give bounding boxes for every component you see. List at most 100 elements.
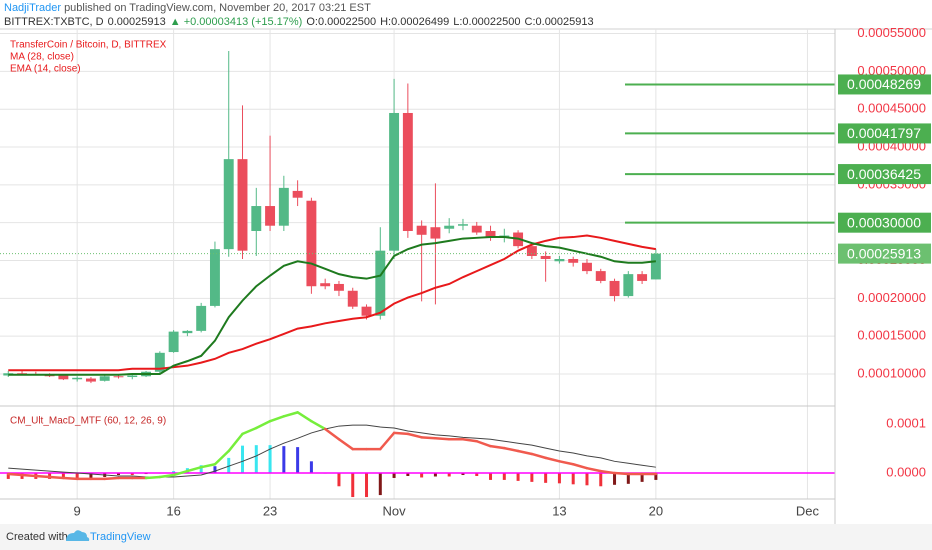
macd-segment (516, 449, 534, 456)
macd-segment (475, 439, 492, 448)
candle-body (361, 306, 372, 316)
candle-body (595, 271, 606, 281)
candle-body (609, 280, 620, 297)
candle-body (99, 376, 110, 381)
histogram-bar (75, 473, 79, 479)
candle-body (127, 375, 138, 378)
candle-body (72, 377, 83, 380)
candle-body (154, 352, 165, 372)
histogram-bar (296, 447, 300, 474)
x-tick-label: 20 (649, 503, 663, 518)
macd-segment (434, 437, 451, 441)
symbol-line: BITTREX:TXBTC, D 0.00025913 ▲ +0.00003413 … (4, 16, 594, 28)
histogram-bar (227, 457, 231, 474)
x-tick-label: 16 (166, 503, 180, 518)
legend-entry: MA (28, close) (10, 52, 74, 63)
histogram-bar (447, 473, 451, 477)
macd-segment (213, 449, 230, 466)
histogram-bar (640, 473, 644, 482)
y-tick-label: 0.00050000 (857, 63, 926, 78)
macd-segment (144, 475, 162, 480)
candle-body (251, 206, 262, 232)
macd-segment (310, 419, 327, 431)
candle-body (430, 227, 441, 239)
macd-segment (62, 476, 79, 481)
candle-body (402, 112, 413, 232)
histogram-bar (172, 471, 176, 474)
candle-body (334, 283, 344, 291)
macd-segment (337, 438, 354, 451)
histogram-bar (599, 473, 603, 487)
candle-body (113, 376, 124, 378)
histogram-bar (351, 473, 355, 498)
macd-segment (199, 462, 217, 469)
y-tick-label: 0.00045000 (857, 101, 926, 116)
x-tick-label: Dec (796, 503, 820, 518)
candle-body (485, 231, 496, 238)
histogram-bar (502, 473, 506, 480)
macd-segment (544, 456, 561, 463)
macd-segment (20, 473, 38, 478)
macd-segment (241, 426, 258, 436)
histogram-bar (61, 473, 65, 479)
candle-body (444, 225, 455, 229)
legend-title: TransferCoin / Bitcoin, D, BITTREX (10, 40, 167, 51)
plot: 9 16 23 Nov 13 20 Dec0.000550000.000500000.000… (0, 25, 931, 518)
logo-cloud (66, 530, 90, 541)
candle-body (85, 378, 96, 382)
last-price-label: 0.00025913 (847, 245, 921, 261)
histogram-bar (530, 473, 534, 482)
candle-body (17, 373, 28, 375)
candle-body (623, 274, 634, 297)
candle-body (526, 246, 537, 256)
histogram-bar (516, 473, 520, 481)
macd-segment (489, 444, 506, 450)
price: 0.00025913 (108, 16, 166, 28)
logo (66, 530, 90, 541)
macd-segment (296, 411, 313, 423)
histogram-bar (378, 473, 382, 496)
footer-brand[interactable]: TradingView (90, 531, 151, 543)
candle-body (554, 258, 565, 262)
last-price-box (838, 243, 931, 264)
macd-segment (323, 427, 341, 441)
ohlc: C:0.00025913 (525, 16, 594, 28)
author[interactable]: NadjiTrader (4, 2, 61, 14)
macd-segment (227, 432, 244, 453)
symbol: BITTREX:TXBTC, D (4, 16, 104, 28)
histogram-bar (433, 473, 437, 477)
histogram-bar (585, 473, 589, 486)
y-tick-label: 0.0000 (886, 464, 926, 479)
published: published on TradingView.com, November 2… (64, 2, 371, 14)
histogram-bar (626, 473, 630, 484)
histogram-bar (475, 473, 479, 476)
histogram-bar (571, 473, 575, 485)
level-label: 0.00036425 (847, 166, 921, 182)
histogram-bar (337, 473, 341, 487)
histogram-bar (406, 473, 410, 476)
candle-body (389, 112, 400, 251)
level-label-box (838, 212, 931, 233)
candle-body (265, 206, 276, 226)
level-label-box (838, 164, 931, 185)
candle-body (375, 250, 386, 316)
macd-segment (406, 432, 423, 439)
macd-segment (461, 438, 478, 443)
candle-body (471, 225, 482, 233)
histogram-bar (309, 461, 313, 474)
macd-segment (585, 466, 603, 473)
candle-body (237, 159, 248, 251)
signal-line (8, 424, 656, 478)
macd-segment (172, 469, 189, 477)
macd-segment (558, 460, 575, 466)
publish-line: NadjiTrader published on TradingView.com,… (4, 2, 371, 14)
histogram-bar (268, 445, 272, 474)
macd-segment (420, 436, 437, 440)
macd-segment (392, 431, 410, 436)
macd-segment (379, 431, 396, 451)
x-tick-label: 13 (552, 503, 566, 518)
histogram-bar (557, 473, 561, 484)
macd-segment (268, 415, 286, 423)
macd-segment (599, 469, 616, 475)
level-label-box (838, 123, 931, 144)
